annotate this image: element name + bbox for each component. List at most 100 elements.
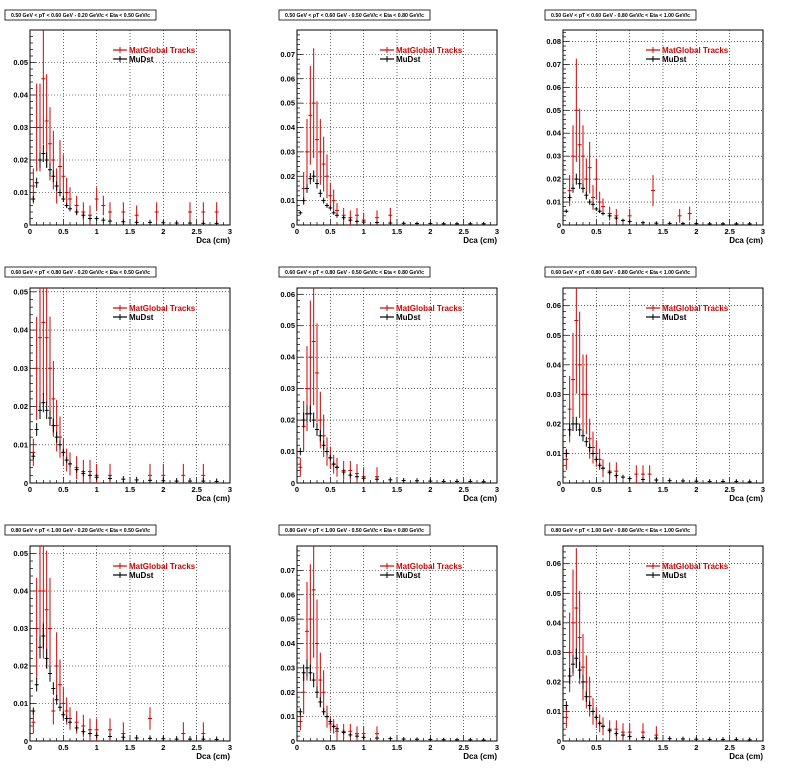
data-point — [571, 183, 575, 193]
x-tick-label: 1 — [362, 485, 366, 494]
data-point — [74, 466, 79, 473]
y-tick-label: 0 — [24, 737, 28, 746]
data-point — [54, 399, 59, 452]
data-point — [48, 163, 52, 177]
data-point — [581, 183, 585, 193]
y-tick-label: 0.04 — [280, 123, 295, 132]
data-point — [577, 311, 582, 418]
data-point — [31, 438, 36, 467]
data-point — [597, 191, 602, 213]
data-point — [594, 207, 599, 211]
panel-title: 0.50 GeV < pT < 0.60 GeV - 0.50 GeV/c < … — [285, 13, 424, 19]
x-tick-label: 0.5 — [591, 227, 601, 236]
x-tick-label: 2.5 — [458, 227, 468, 236]
data-point — [687, 206, 692, 221]
x-tick-label: 2.5 — [191, 227, 201, 236]
data-point — [594, 456, 599, 463]
y-tick-label: 0.03 — [280, 147, 295, 156]
data-point — [308, 65, 313, 165]
data-point — [707, 479, 712, 483]
y-tick-label: 0 — [291, 221, 295, 230]
y-tick-label: 0.01 — [546, 707, 561, 716]
y-tick-label: 0.06 — [280, 290, 295, 299]
data-point — [54, 181, 59, 191]
data-point — [694, 478, 699, 483]
data-point — [68, 719, 72, 726]
data-point — [571, 125, 575, 188]
legend-label: MuDst — [662, 55, 687, 64]
y-tick-label: 0.02 — [280, 172, 295, 181]
data-point — [581, 125, 585, 188]
series-matglobal — [567, 58, 692, 223]
data-point — [325, 203, 329, 208]
data-point — [308, 405, 313, 423]
data-point — [481, 479, 486, 483]
chart-panel-3: 0.50 GeV < pT < 0.60 GeV - 0.80 GeV/c < … — [544, 9, 765, 245]
data-point — [388, 221, 393, 225]
data-point — [584, 191, 589, 199]
x-axis-label: Dca (cm) — [729, 236, 763, 245]
data-point — [44, 288, 49, 404]
data-point — [328, 205, 333, 210]
data-point — [455, 478, 459, 483]
data-point — [48, 316, 52, 420]
panel-title-box — [4, 266, 157, 278]
legend-label: MuDst — [662, 313, 687, 322]
data-point — [607, 470, 612, 476]
data-point — [311, 672, 316, 688]
x-tick-label: 2 — [428, 743, 432, 752]
series-mudst — [564, 416, 752, 483]
x-tick-label: 0 — [561, 743, 565, 752]
data-point — [315, 599, 319, 688]
y-tick-label: 0.01 — [13, 440, 28, 449]
panel-title: 0.50 GeV < pT < 0.60 GeV - 0.20 GeV/c < … — [11, 13, 150, 19]
x-tick-label: 1 — [628, 743, 632, 752]
x-axis-label: Dca (cm) — [729, 494, 763, 503]
data-point — [375, 476, 379, 482]
data-point — [121, 476, 126, 483]
data-point — [581, 674, 585, 689]
data-point — [321, 197, 326, 204]
data-point — [331, 210, 336, 215]
data-point — [214, 202, 219, 222]
data-point — [88, 215, 92, 222]
data-point — [311, 288, 316, 406]
data-point — [61, 448, 66, 457]
data-point — [577, 661, 582, 679]
data-point — [581, 633, 585, 701]
y-tick-label: 0.02 — [13, 156, 28, 165]
data-point — [597, 720, 602, 726]
y-tick-label: 0.07 — [280, 50, 295, 59]
data-point — [74, 724, 79, 731]
panel-title: 0.60 GeV < pT < 0.80 GeV - 0.80 GeV/c < … — [551, 270, 690, 276]
data-point — [614, 473, 619, 478]
data-point — [325, 713, 329, 720]
data-point — [468, 221, 473, 225]
y-tick-label: 0.05 — [280, 99, 295, 108]
data-point — [315, 686, 319, 699]
data-point — [355, 726, 359, 741]
data-point — [31, 711, 36, 734]
data-point — [574, 648, 579, 669]
legend-label: MatGlobal Tracks — [129, 562, 196, 571]
chart-panel-5: 0.60 GeV < pT < 0.80 GeV - 0.50 GeV/c < … — [278, 266, 499, 503]
data-point — [335, 464, 339, 470]
data-point — [584, 436, 589, 447]
data-point — [325, 447, 329, 456]
data-point — [134, 219, 139, 225]
y-tick-label: 0.03 — [280, 384, 295, 393]
y-tick-label: 0.01 — [13, 188, 28, 197]
x-tick-label: 2.5 — [191, 743, 201, 752]
y-tick-label: 0.03 — [13, 624, 28, 633]
data-point — [311, 170, 316, 183]
data-point — [31, 195, 36, 203]
data-point — [51, 418, 56, 433]
y-tick-label: 0.03 — [280, 663, 295, 672]
data-point — [428, 737, 433, 741]
y-tick-label: 0.01 — [280, 712, 295, 721]
y-tick-label: 0.06 — [280, 590, 295, 599]
y-tick-label: 0 — [24, 479, 28, 488]
data-point — [48, 665, 52, 682]
x-tick-label: 1 — [95, 743, 99, 752]
y-tick-label: 0 — [291, 737, 295, 746]
